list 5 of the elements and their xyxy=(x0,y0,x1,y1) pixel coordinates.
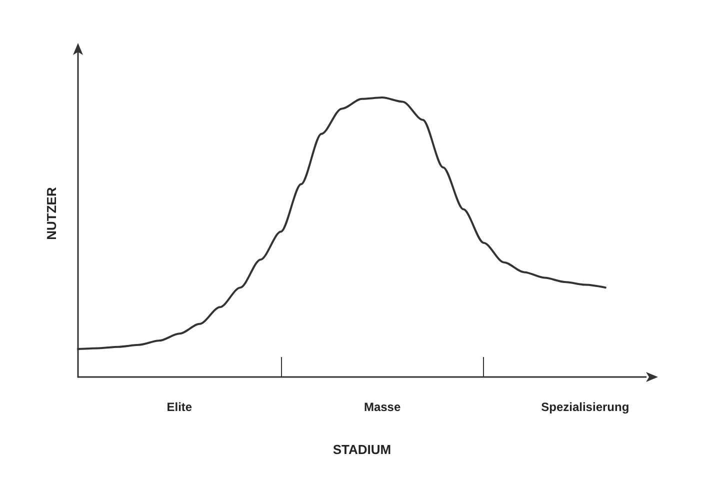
x-axis-title: STADIUM xyxy=(332,442,392,457)
x-tick-label: Masse xyxy=(364,400,401,414)
y-axis-title: NUTZER xyxy=(44,186,59,240)
x-tick-label: Elite xyxy=(166,400,192,414)
x-tick-label: Spezialisierung xyxy=(541,400,630,414)
